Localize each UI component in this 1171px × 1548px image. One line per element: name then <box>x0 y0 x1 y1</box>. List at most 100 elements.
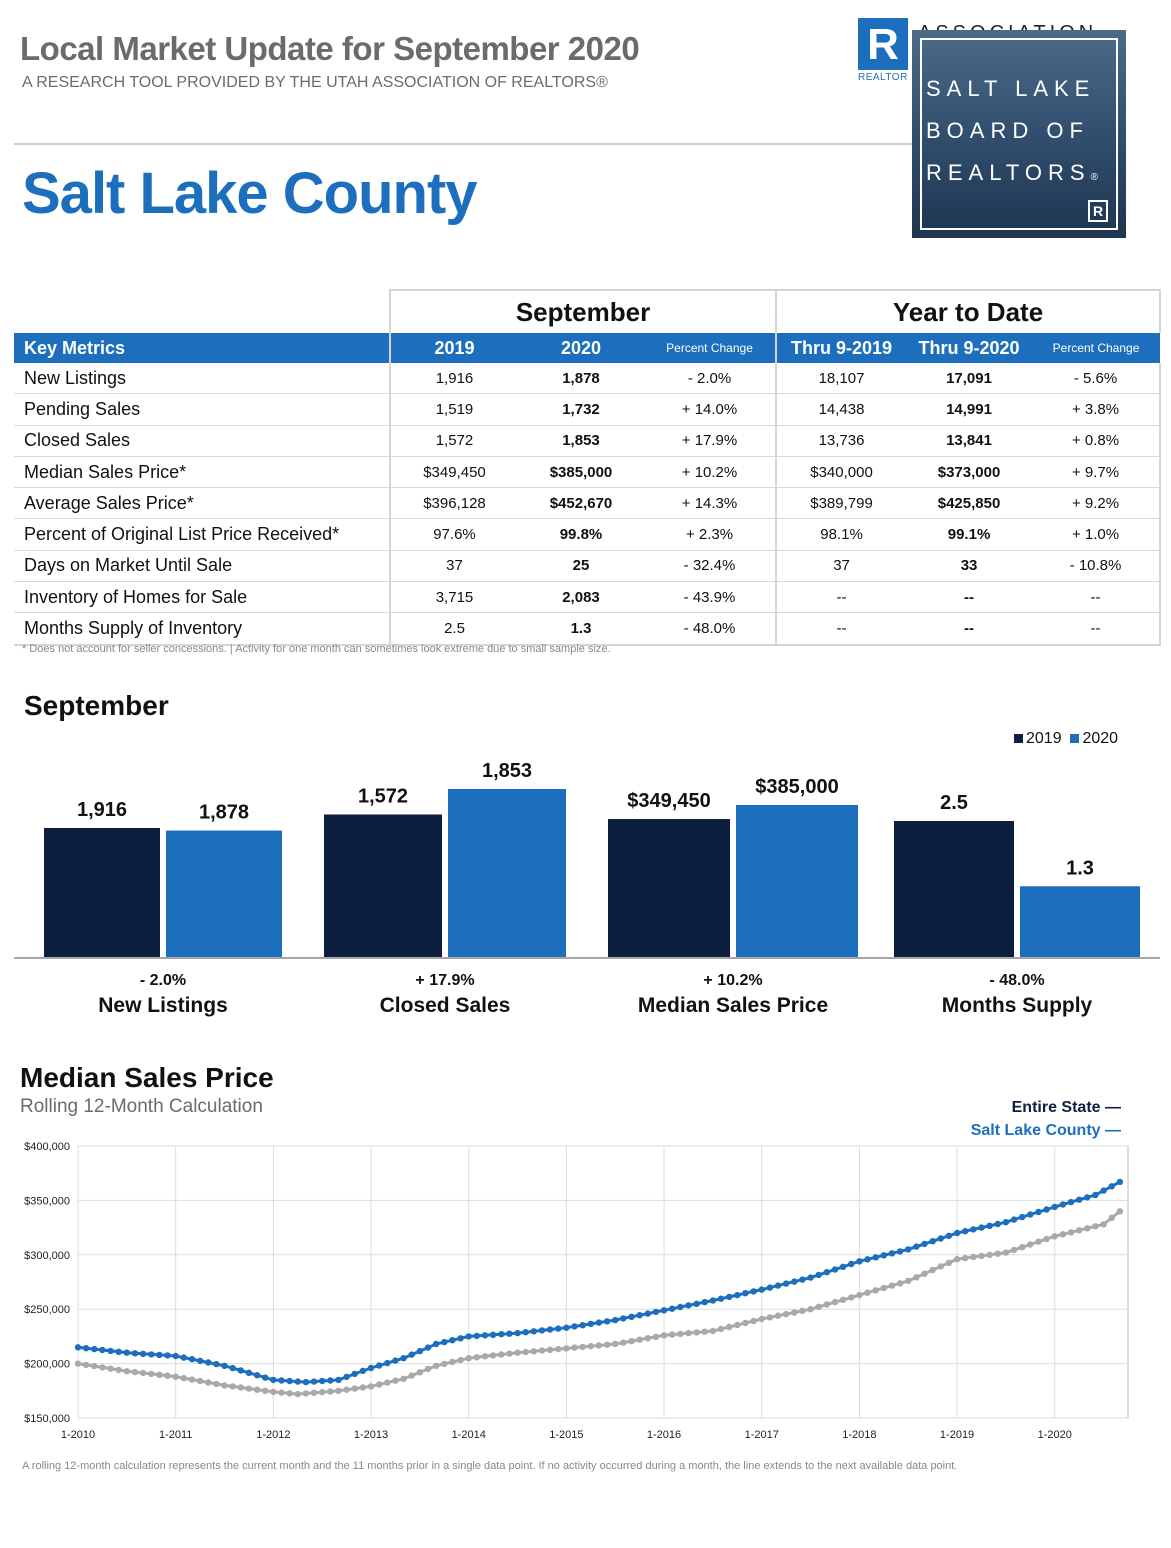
series-point-salt-lake-county <box>913 1243 920 1250</box>
series-point-salt-lake-county <box>856 1258 863 1265</box>
series-point-entire-state <box>123 1368 130 1375</box>
sept-2019-value: 97.6% <box>389 518 518 551</box>
ytd-2019-value: $340,000 <box>775 456 907 489</box>
series-point-salt-lake-county <box>188 1356 196 1363</box>
series-point-salt-lake-county <box>823 1269 830 1276</box>
series-point-entire-state <box>343 1386 350 1393</box>
bar-closed-sales-2019 <box>324 814 442 957</box>
board-r-icon: R <box>1088 200 1108 222</box>
series-point-salt-lake-county <box>359 1367 367 1375</box>
legend-swatch-2019 <box>1014 734 1023 743</box>
series-point-entire-state <box>441 1360 448 1368</box>
series-point-salt-lake-county <box>717 1295 725 1302</box>
legend-2020: 2020 <box>1082 730 1119 747</box>
series-point-salt-lake-county <box>1019 1213 1026 1221</box>
series-point-entire-state <box>782 1310 790 1318</box>
col-percent-change: Percent Change <box>644 333 777 363</box>
series-point-salt-lake-county <box>213 1360 220 1368</box>
table-footnote: * Does not account for seller concession… <box>22 643 611 655</box>
series-point-entire-state <box>205 1379 212 1386</box>
bar-closed-sales-2020 <box>448 789 566 957</box>
series-point-entire-state <box>799 1307 806 1314</box>
series-point-entire-state <box>831 1298 839 1306</box>
sept-2019-value: $349,450 <box>389 456 518 489</box>
series-point-entire-state <box>864 1289 871 1296</box>
series-point-entire-state <box>1076 1227 1083 1234</box>
series-point-salt-lake-county <box>636 1312 643 1319</box>
series-point-entire-state <box>156 1371 163 1378</box>
sept-percent-change: + 14.3% <box>644 487 777 520</box>
metric-label: Pending Sales <box>14 393 390 426</box>
series-point-salt-lake-county <box>384 1359 391 1367</box>
bar-value-label: 1,572 <box>358 785 408 807</box>
series-point-entire-state <box>555 1345 562 1353</box>
series-point-entire-state <box>237 1384 244 1391</box>
table-row: Average Sales Price* $396,128 $452,670 + 14… <box>14 487 1162 520</box>
series-point-entire-state <box>384 1379 391 1386</box>
series-point-entire-state <box>644 1335 651 1342</box>
series-point-salt-lake-county <box>905 1246 912 1253</box>
series-point-entire-state <box>953 1256 961 1263</box>
series-point-entire-state <box>888 1282 896 1289</box>
series-point-salt-lake-county <box>929 1238 936 1245</box>
col-thru-2020: Thru 9-2020 <box>906 333 1033 363</box>
series-point-entire-state <box>986 1251 993 1258</box>
bar-group-change: + 10.2% <box>703 972 762 989</box>
series-point-salt-lake-county <box>693 1300 700 1307</box>
series-point-salt-lake-county <box>1067 1198 1075 1206</box>
bar-legend: 2019 2020 <box>1014 730 1118 748</box>
series-point-salt-lake-county <box>99 1346 106 1354</box>
series-point-salt-lake-county <box>880 1252 887 1259</box>
series-point-entire-state <box>310 1389 318 1396</box>
series-point-entire-state <box>286 1390 293 1397</box>
series-point-salt-lake-county <box>538 1327 546 1334</box>
bar-group-label: Closed Sales <box>380 994 511 1017</box>
series-point-salt-lake-county <box>758 1286 765 1293</box>
y-tick-label: $150,000 <box>24 1413 70 1425</box>
x-tick-label: 1-2012 <box>256 1429 290 1441</box>
series-point-entire-state <box>1100 1221 1107 1228</box>
series-point-entire-state <box>595 1342 603 1349</box>
sept-percent-change: - 48.0% <box>644 612 777 646</box>
series-point-entire-state <box>188 1376 196 1383</box>
x-tick-label: 1-2020 <box>1038 1429 1072 1441</box>
series-point-salt-lake-county <box>978 1224 985 1231</box>
series-point-salt-lake-county <box>660 1307 668 1314</box>
bar-new-listings-2019 <box>44 828 160 957</box>
series-point-salt-lake-county <box>1043 1206 1050 1213</box>
ytd-percent-change: + 3.8% <box>1032 393 1162 426</box>
series-point-entire-state <box>530 1348 537 1355</box>
ytd-percent-change: + 9.7% <box>1032 456 1162 489</box>
series-point-salt-lake-county <box>962 1228 969 1235</box>
bar-group-change: - 2.0% <box>140 972 186 989</box>
series-point-entire-state <box>82 1361 90 1369</box>
col-percent-change-ytd: Percent Change <box>1032 333 1161 363</box>
series-point-salt-lake-county <box>506 1330 513 1337</box>
series-point-salt-lake-county <box>896 1248 904 1255</box>
x-tick-label: 1-2013 <box>354 1429 388 1441</box>
sept-percent-change: - 32.4% <box>644 550 777 583</box>
series-point-salt-lake-county <box>465 1333 472 1340</box>
ytd-2020-value: 33 <box>906 550 1033 583</box>
series-point-entire-state <box>148 1370 155 1378</box>
series-point-entire-state <box>791 1309 798 1316</box>
board-line-1: SALT LAKE <box>926 76 1096 101</box>
sept-2020-value: $452,670 <box>518 487 644 520</box>
area-title: Salt Lake County <box>22 161 478 226</box>
series-point-entire-state <box>685 1329 692 1337</box>
series-point-entire-state <box>432 1362 440 1369</box>
series-point-salt-lake-county <box>563 1324 570 1331</box>
metric-label: Closed Sales <box>14 425 390 457</box>
series-point-entire-state <box>1010 1246 1018 1254</box>
series-point-salt-lake-county <box>1100 1187 1107 1194</box>
plot-frame <box>77 1145 1129 1419</box>
series-point-entire-state <box>815 1303 822 1310</box>
report-title: Local Market Update for September 2020 <box>20 30 640 67</box>
series-point-entire-state <box>978 1252 985 1260</box>
series-point-entire-state <box>376 1381 383 1388</box>
series-point-salt-lake-county <box>514 1329 521 1337</box>
metric-label: Percent of Original List Price Received* <box>14 518 390 551</box>
group-header-ytd: Year to Date <box>775 289 1162 333</box>
bar-value-label: 2.5 <box>940 792 968 814</box>
series-point-entire-state <box>750 1317 757 1325</box>
